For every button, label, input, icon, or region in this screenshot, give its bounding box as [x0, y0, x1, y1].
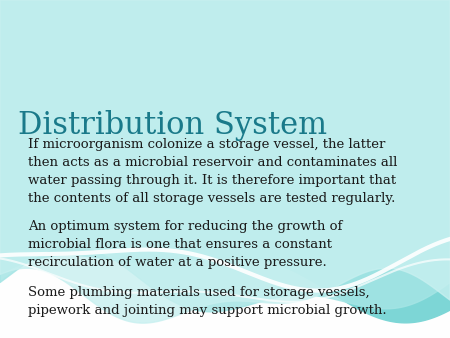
- Text: Distribution System: Distribution System: [18, 110, 327, 141]
- FancyBboxPatch shape: [0, 123, 450, 338]
- Polygon shape: [0, 0, 450, 323]
- Polygon shape: [0, 0, 450, 323]
- Text: If microorganism colonize a storage vessel, the latter
then acts as a microbial : If microorganism colonize a storage vess…: [28, 138, 397, 205]
- Polygon shape: [0, 0, 450, 312]
- Text: An optimum system for reducing the growth of
microbial flora is one that ensures: An optimum system for reducing the growt…: [28, 220, 342, 269]
- Text: Some plumbing materials used for storage vessels,
pipework and jointing may supp: Some plumbing materials used for storage…: [28, 286, 387, 317]
